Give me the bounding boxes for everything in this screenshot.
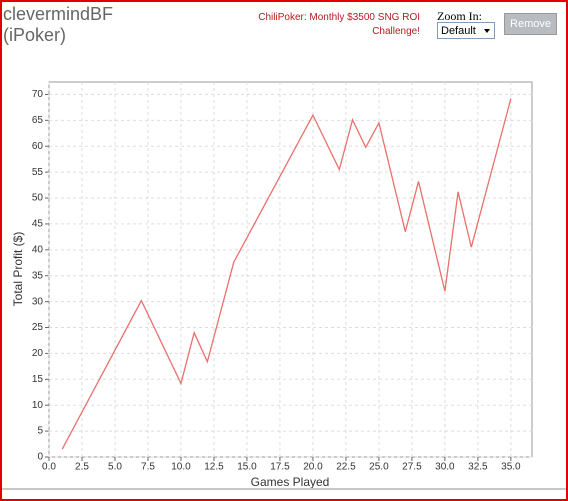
player-title: clevermindBF (iPoker): [3, 4, 114, 45]
x-tick-label: 30.0: [435, 462, 455, 473]
y-tick-label: 0: [37, 452, 43, 463]
y-tick-label: 60: [32, 141, 44, 152]
x-tick-label: 17.5: [270, 462, 290, 473]
y-tick-label: 35: [32, 270, 44, 281]
y-tick-label: 5: [37, 426, 43, 437]
profit-line: [61, 98, 512, 450]
y-tick-label: 20: [32, 348, 44, 359]
challenge-link[interactable]: ChiliPoker: Monthly $3500 SNG ROI Challe…: [258, 12, 420, 37]
divider: [2, 488, 566, 490]
y-tick-label: 25: [32, 322, 44, 333]
x-tick-label: 25.0: [369, 462, 389, 473]
x-tick-label: 15.0: [237, 462, 257, 473]
y-tick-label: 30: [32, 296, 44, 307]
zoom-label: Zoom In:: [437, 9, 482, 23]
x-tick-label: 27.5: [402, 462, 422, 473]
y-tick-label: 45: [32, 219, 44, 230]
x-tick-label: 2.5: [75, 462, 89, 473]
x-tick-label: 7.5: [141, 462, 155, 473]
x-tick-label: 32.5: [468, 462, 488, 473]
y-tick-label: 55: [32, 167, 44, 178]
x-tick-label: 10.0: [171, 462, 191, 473]
x-tick-label: 35.0: [501, 462, 521, 473]
y-tick-label: 15: [32, 374, 44, 385]
x-axis-label: Games Played: [251, 475, 330, 488]
y-tick-label: 70: [32, 89, 44, 100]
remove-button[interactable]: Remove: [504, 13, 557, 35]
y-tick-label: 40: [32, 244, 44, 255]
y-tick-label: 65: [32, 115, 44, 126]
y-tick-label: 50: [32, 193, 44, 204]
dropdown-arrow: [484, 29, 490, 33]
x-tick-label: 5.0: [108, 462, 122, 473]
x-tick-label: 12.5: [204, 462, 224, 473]
chart: Games Played Total Profit ($) 0 5 10 15 20 25…: [11, 81, 533, 488]
x-tick-label: 20.0: [303, 462, 323, 473]
y-axis-label: Total Profit ($): [11, 232, 25, 307]
y-tick-label: 10: [32, 400, 44, 411]
x-tick-label: 0.0: [42, 462, 56, 473]
x-tick-label: 22.5: [336, 462, 356, 473]
zoom-select[interactable]: Default: [437, 22, 495, 39]
plot-frame: [48, 81, 533, 458]
zoom-option: Default: [441, 25, 476, 37]
